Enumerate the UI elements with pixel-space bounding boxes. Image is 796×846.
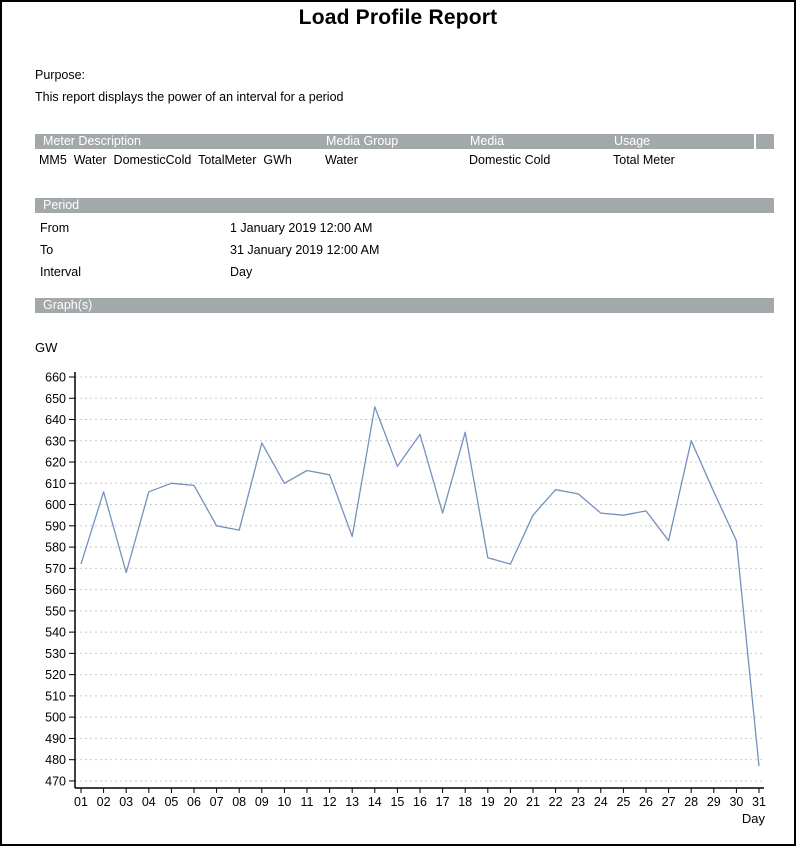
graphs-header-bar: Graph(s) [35, 298, 774, 313]
purpose-label: Purpose: [35, 68, 86, 82]
period-to-label: To [40, 243, 54, 257]
y-tick-label: 510 [45, 689, 66, 703]
x-tick-label: 07 [210, 795, 224, 809]
x-tick-label: 13 [345, 795, 359, 809]
x-tick-label: 15 [390, 795, 404, 809]
x-tick-label: 10 [277, 795, 291, 809]
page-title: Load Profile Report [298, 6, 498, 29]
y-tick-label: 470 [45, 774, 66, 788]
y-tick-label: 560 [45, 583, 66, 597]
y-tick-label: 540 [45, 626, 66, 640]
period-from-value: 1 January 2019 12:00 AM [230, 221, 373, 235]
x-tick-label: 01 [74, 795, 88, 809]
y-tick-label: 600 [45, 498, 66, 512]
x-tick-label: 25 [616, 795, 630, 809]
y-tick-label: 480 [45, 753, 66, 767]
x-tick-label: 08 [232, 795, 246, 809]
y-tick-label: 590 [45, 519, 66, 533]
y-tick-label: 620 [45, 456, 66, 470]
y-tick-label: 500 [45, 711, 66, 725]
x-tick-label: 05 [164, 795, 178, 809]
column-header-media-group: Media Group [326, 134, 399, 148]
period-interval-label: Interval [40, 265, 81, 279]
x-tick-label: 28 [684, 795, 698, 809]
cell-usage: Total Meter [613, 153, 675, 167]
x-tick-label: 23 [571, 795, 585, 809]
x-tick-label: 27 [662, 795, 676, 809]
y-tick-label: 550 [45, 604, 66, 618]
cell-media: Domestic Cold [469, 153, 551, 167]
y-tick-label: 640 [45, 413, 66, 427]
x-tick-label: 06 [187, 795, 201, 809]
period-header-label: Period [43, 198, 80, 212]
x-tick-label: 29 [707, 795, 721, 809]
x-tick-label: 30 [729, 795, 743, 809]
x-tick-label: 03 [119, 795, 133, 809]
x-tick-label: 19 [481, 795, 495, 809]
y-tick-label: 490 [45, 732, 66, 746]
x-tick-label: 14 [368, 795, 382, 809]
y-tick-label: 610 [45, 477, 66, 491]
data-series-line [80, 406, 760, 767]
purpose-text: This report displays the power of an int… [35, 90, 344, 104]
x-tick-label: 21 [526, 795, 540, 809]
y-tick-label: 520 [45, 668, 66, 682]
x-tick-label: 11 [301, 795, 314, 809]
load-profile-chart: GW 660 650 640 630 620 610 600 590 580 570 560 550 54… [2, 332, 794, 844]
y-tick-label: 580 [45, 541, 66, 555]
line-chart-svg: GW 660 650 640 630 620 610 600 590 580 570 560 550 54… [35, 340, 766, 826]
x-tick-label: 16 [413, 795, 427, 809]
column-header-media: Media [470, 134, 505, 148]
x-tick-label: 26 [639, 795, 653, 809]
x-tick-label: 17 [436, 795, 450, 809]
y-tick-label: 650 [45, 392, 66, 406]
period-header-bar: Period [35, 198, 774, 213]
period-to-value: 31 January 2019 12:00 AM [230, 243, 380, 257]
x-tick-label: 02 [97, 795, 111, 809]
meter-table-header-bar: Meter Description Media Group Media Usag… [35, 134, 774, 149]
column-header-meter-description: Meter Description [43, 134, 141, 148]
x-tick-label: 09 [255, 795, 269, 809]
x-tick-label: 18 [458, 795, 472, 809]
y-tick-label: 660 [45, 371, 66, 385]
x-tick-label: 24 [594, 795, 608, 809]
graphs-header-label: Graph(s) [43, 298, 93, 312]
x-tick-label: 31 [752, 795, 766, 809]
cell-media-group: Water [325, 153, 358, 167]
header-bar-divider [754, 134, 756, 149]
x-tick-label: 20 [503, 795, 517, 809]
x-tick-label: 04 [142, 795, 156, 809]
column-header-usage: Usage [614, 134, 651, 148]
period-interval-value: Day [230, 265, 253, 279]
x-tick-label: 22 [549, 795, 563, 809]
x-tick-label: 12 [323, 795, 337, 809]
x-axis-title: Day [742, 811, 766, 826]
y-tick-label: 530 [45, 647, 66, 661]
cell-meter-description: MM5 Water DomesticCold TotalMeter GWh [39, 153, 292, 167]
y-tick-label: 570 [45, 562, 66, 576]
y-tick-label: 630 [45, 434, 66, 448]
period-from-label: From [40, 221, 70, 235]
y-unit-label: GW [35, 340, 58, 355]
